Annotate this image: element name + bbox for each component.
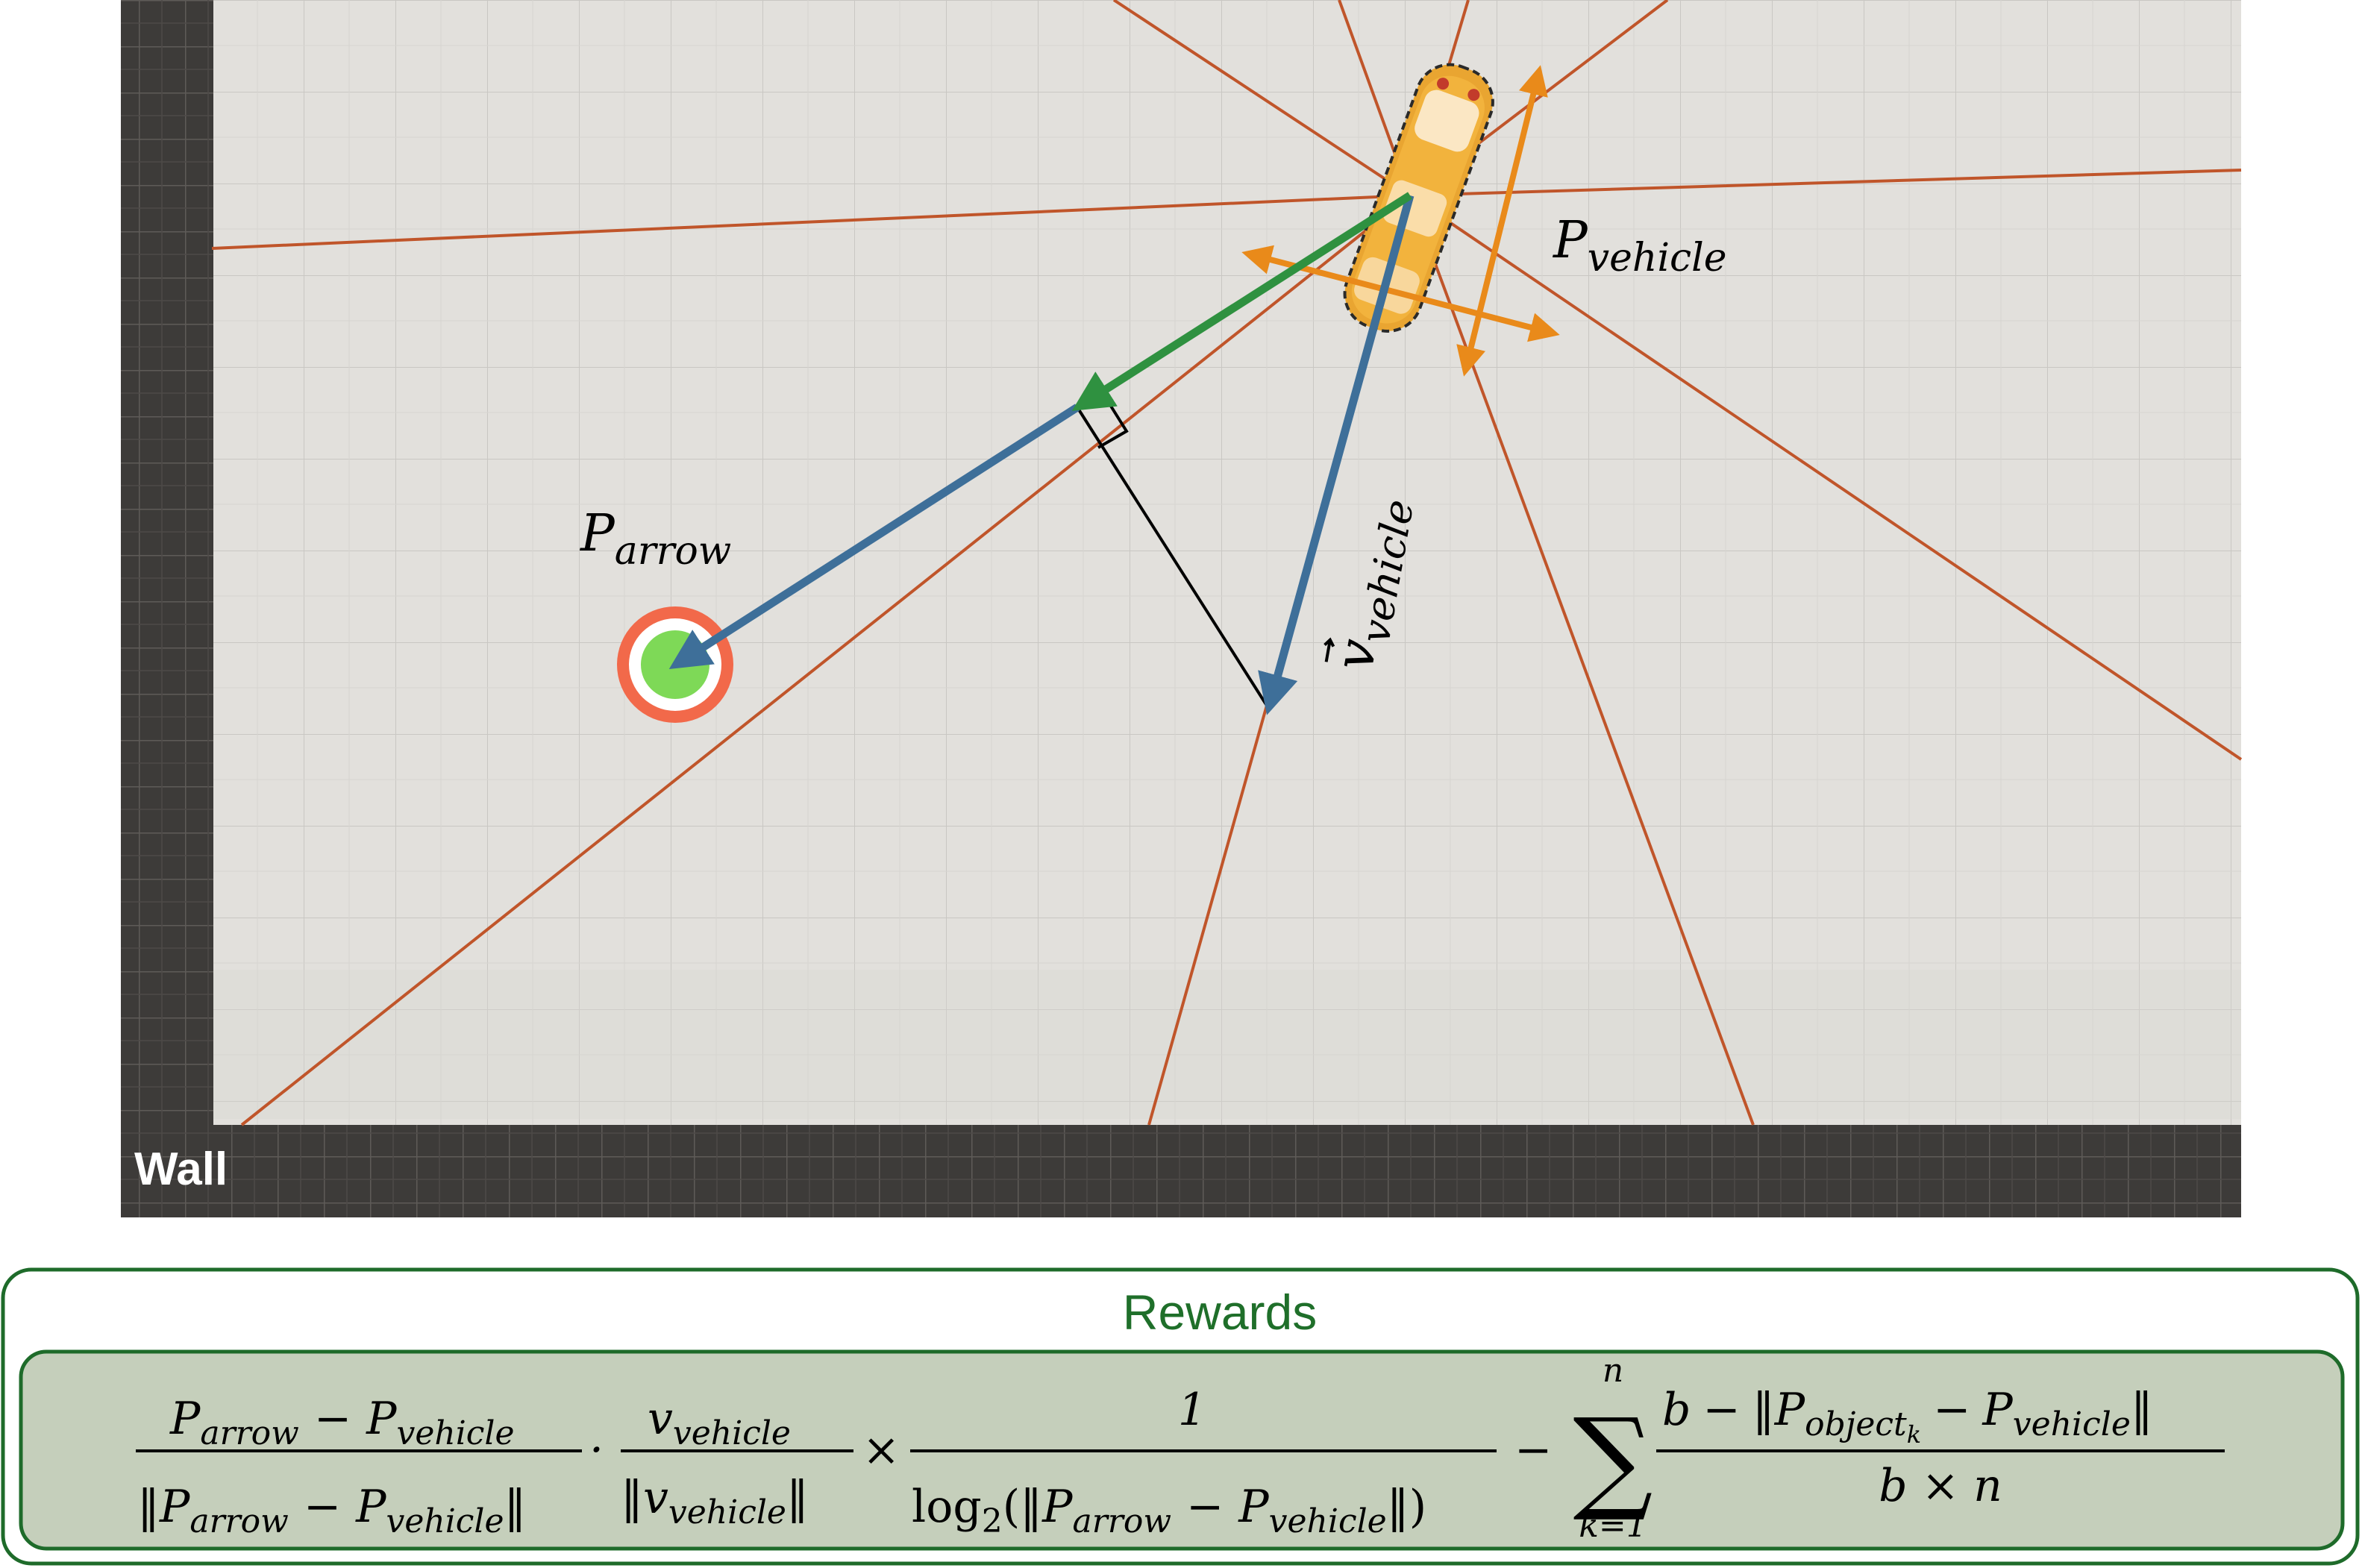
floor-shadow (212, 970, 2241, 1119)
wall-bottom (121, 1125, 2241, 1217)
formula-minus: − (1514, 1424, 1552, 1476)
rewards-title: Rewards (1123, 1285, 1317, 1340)
sum-sigma: ∑ (1573, 1395, 1653, 1525)
sum-lower: k=1 (1579, 1507, 1647, 1545)
wall-left (121, 0, 213, 1217)
sum-upper: n (1603, 1352, 1623, 1390)
formula-dot: · (589, 1424, 604, 1476)
wall-label: Wall (134, 1144, 228, 1195)
term4-denominator: b × n (1879, 1460, 2002, 1512)
term3-numerator: 1 (1178, 1384, 1206, 1436)
target-marker (617, 606, 733, 723)
formula-times: × (862, 1424, 900, 1476)
